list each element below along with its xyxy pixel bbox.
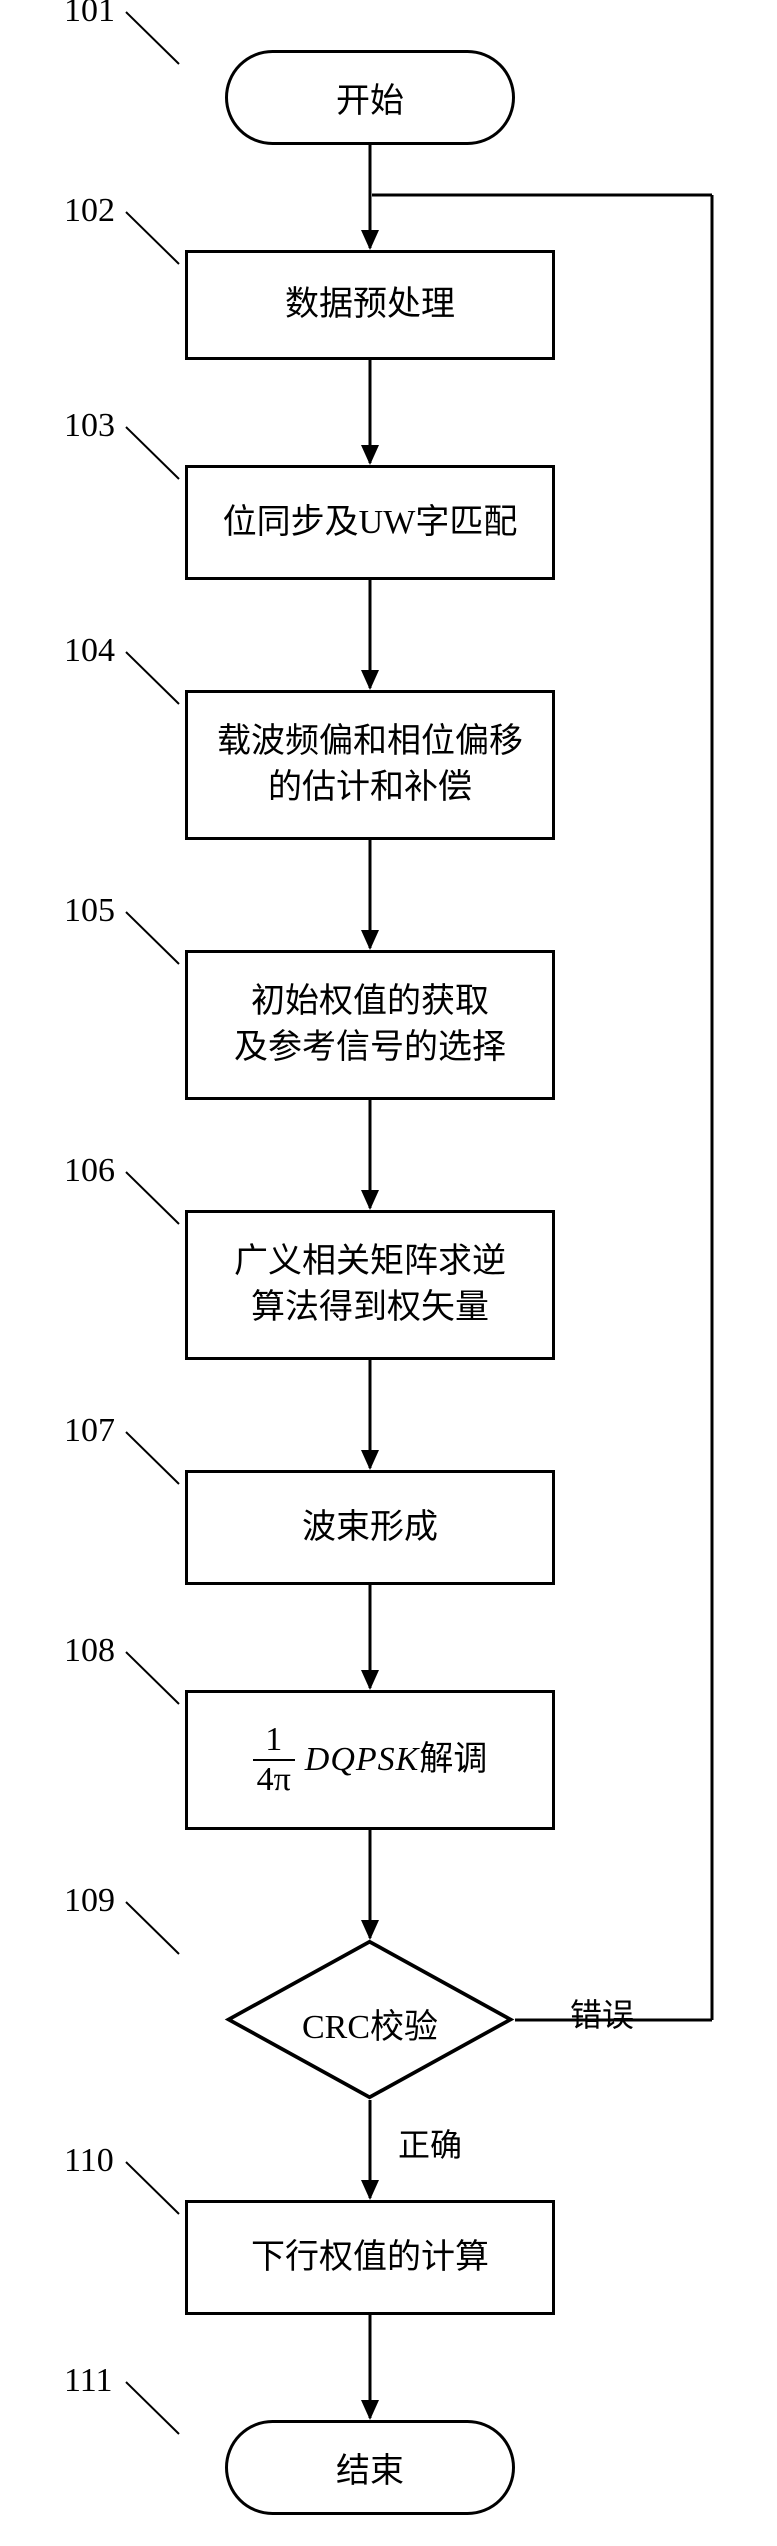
- step-label: 107: [64, 1412, 115, 1450]
- n106-box: 广义相关矩阵求逆算法得到权矢量: [185, 1210, 555, 1360]
- step-label: 105: [64, 892, 115, 930]
- n104-box: 载波频偏和相位偏移的估计和补偿: [185, 690, 555, 840]
- step-label: 101: [64, 0, 115, 30]
- edge-label-ok: 正确: [398, 2120, 462, 2166]
- n105-box: 初始权值的获取及参考信号的选择: [185, 950, 555, 1100]
- step-label: 110: [64, 2142, 114, 2180]
- n110-box: 下行权值的计算: [185, 2200, 555, 2315]
- step-label: 106: [64, 1152, 115, 1190]
- start-terminator: 开始: [225, 50, 515, 145]
- step-label: 103: [64, 407, 115, 445]
- step-label: 104: [64, 632, 115, 670]
- step-label: 111: [64, 2362, 112, 2400]
- n108-box: 14πDQPSK解调: [185, 1690, 555, 1830]
- step-label: 108: [64, 1632, 115, 1670]
- n109-diamond: CRC校验: [225, 1940, 515, 2100]
- end-terminator: 结束: [225, 2420, 515, 2515]
- n103-box: 位同步及UW字匹配: [185, 465, 555, 580]
- step-label: 102: [64, 192, 115, 230]
- step-label: 109: [64, 1882, 115, 1920]
- n102-box: 数据预处理: [185, 250, 555, 360]
- edge-label-err: 错误: [570, 1990, 634, 2036]
- n107-box: 波束形成: [185, 1470, 555, 1585]
